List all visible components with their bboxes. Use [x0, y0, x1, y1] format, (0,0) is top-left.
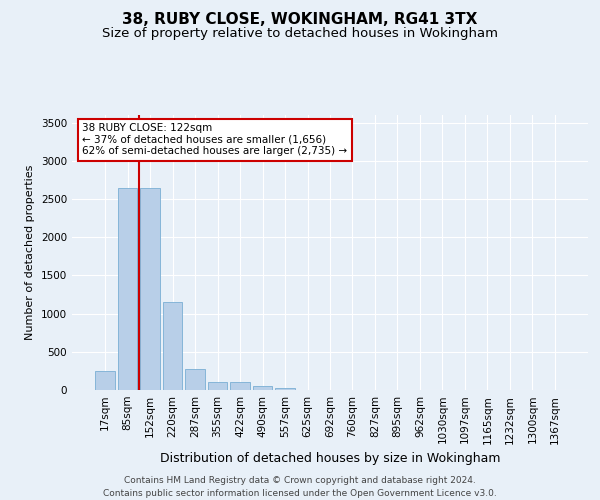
Bar	[275, 388, 295, 390]
X-axis label: Distribution of detached houses by size in Wokingham: Distribution of detached houses by size …	[160, 452, 500, 465]
Y-axis label: Number of detached properties: Number of detached properties	[25, 165, 35, 340]
Bar	[230, 382, 250, 390]
Text: Contains HM Land Registry data © Crown copyright and database right 2024.
Contai: Contains HM Land Registry data © Crown c…	[103, 476, 497, 498]
Bar	[95, 371, 115, 390]
Bar	[140, 188, 160, 390]
Bar	[118, 188, 137, 390]
Text: 38 RUBY CLOSE: 122sqm
← 37% of detached houses are smaller (1,656)
62% of semi-d: 38 RUBY CLOSE: 122sqm ← 37% of detached …	[82, 123, 347, 156]
Bar	[208, 382, 227, 390]
Text: 38, RUBY CLOSE, WOKINGHAM, RG41 3TX: 38, RUBY CLOSE, WOKINGHAM, RG41 3TX	[122, 12, 478, 28]
Text: Size of property relative to detached houses in Wokingham: Size of property relative to detached ho…	[102, 28, 498, 40]
Bar	[253, 386, 272, 390]
Bar	[185, 370, 205, 390]
Bar	[163, 302, 182, 390]
